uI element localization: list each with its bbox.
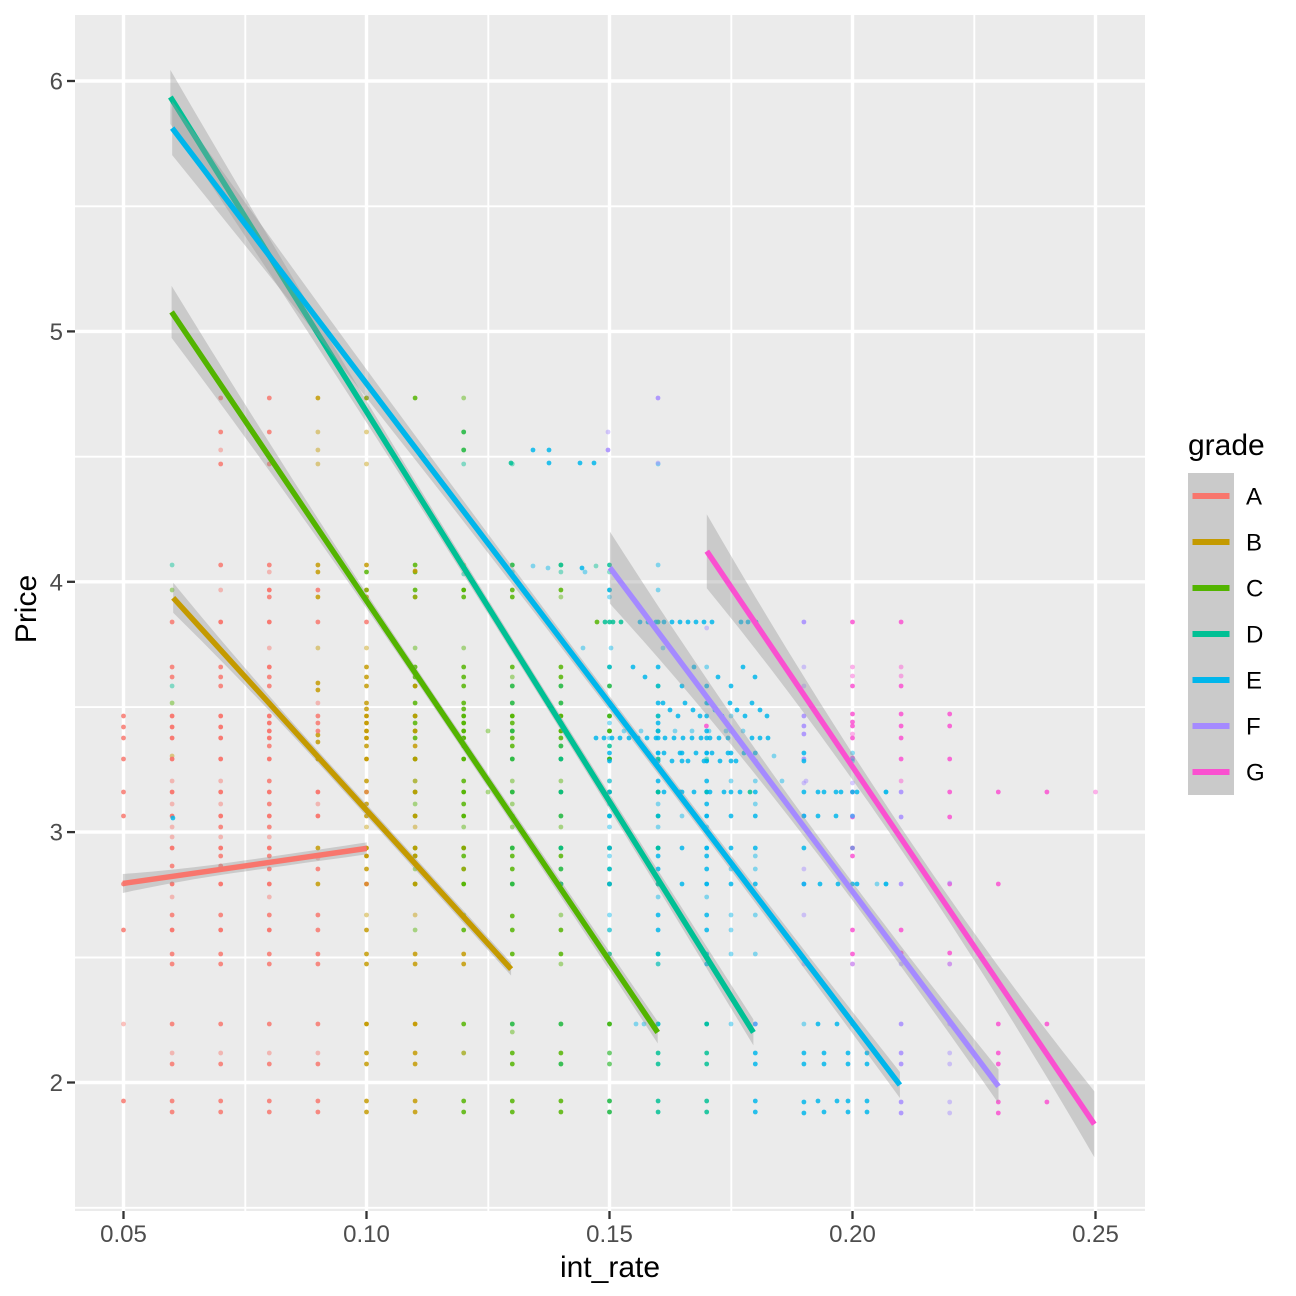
- svg-text:2: 2: [50, 1070, 63, 1097]
- svg-text:grade: grade: [1188, 429, 1265, 462]
- svg-text:int_rate: int_rate: [560, 1251, 660, 1284]
- svg-text:0.25: 0.25: [1072, 1221, 1119, 1248]
- svg-text:A: A: [1246, 484, 1262, 511]
- svg-text:D: D: [1246, 622, 1263, 649]
- svg-text:5: 5: [50, 319, 63, 346]
- svg-text:Price: Price: [10, 575, 43, 643]
- svg-text:B: B: [1246, 530, 1262, 557]
- svg-text:6: 6: [50, 69, 63, 96]
- svg-text:G: G: [1246, 760, 1265, 787]
- svg-text:C: C: [1246, 576, 1263, 603]
- svg-text:0.20: 0.20: [829, 1221, 876, 1248]
- svg-text:F: F: [1246, 714, 1261, 741]
- svg-text:4: 4: [50, 569, 63, 596]
- svg-text:0.05: 0.05: [100, 1221, 147, 1248]
- svg-text:0.10: 0.10: [343, 1221, 390, 1248]
- svg-text:3: 3: [50, 820, 63, 847]
- svg-text:E: E: [1246, 668, 1262, 695]
- svg-text:0.15: 0.15: [586, 1221, 633, 1248]
